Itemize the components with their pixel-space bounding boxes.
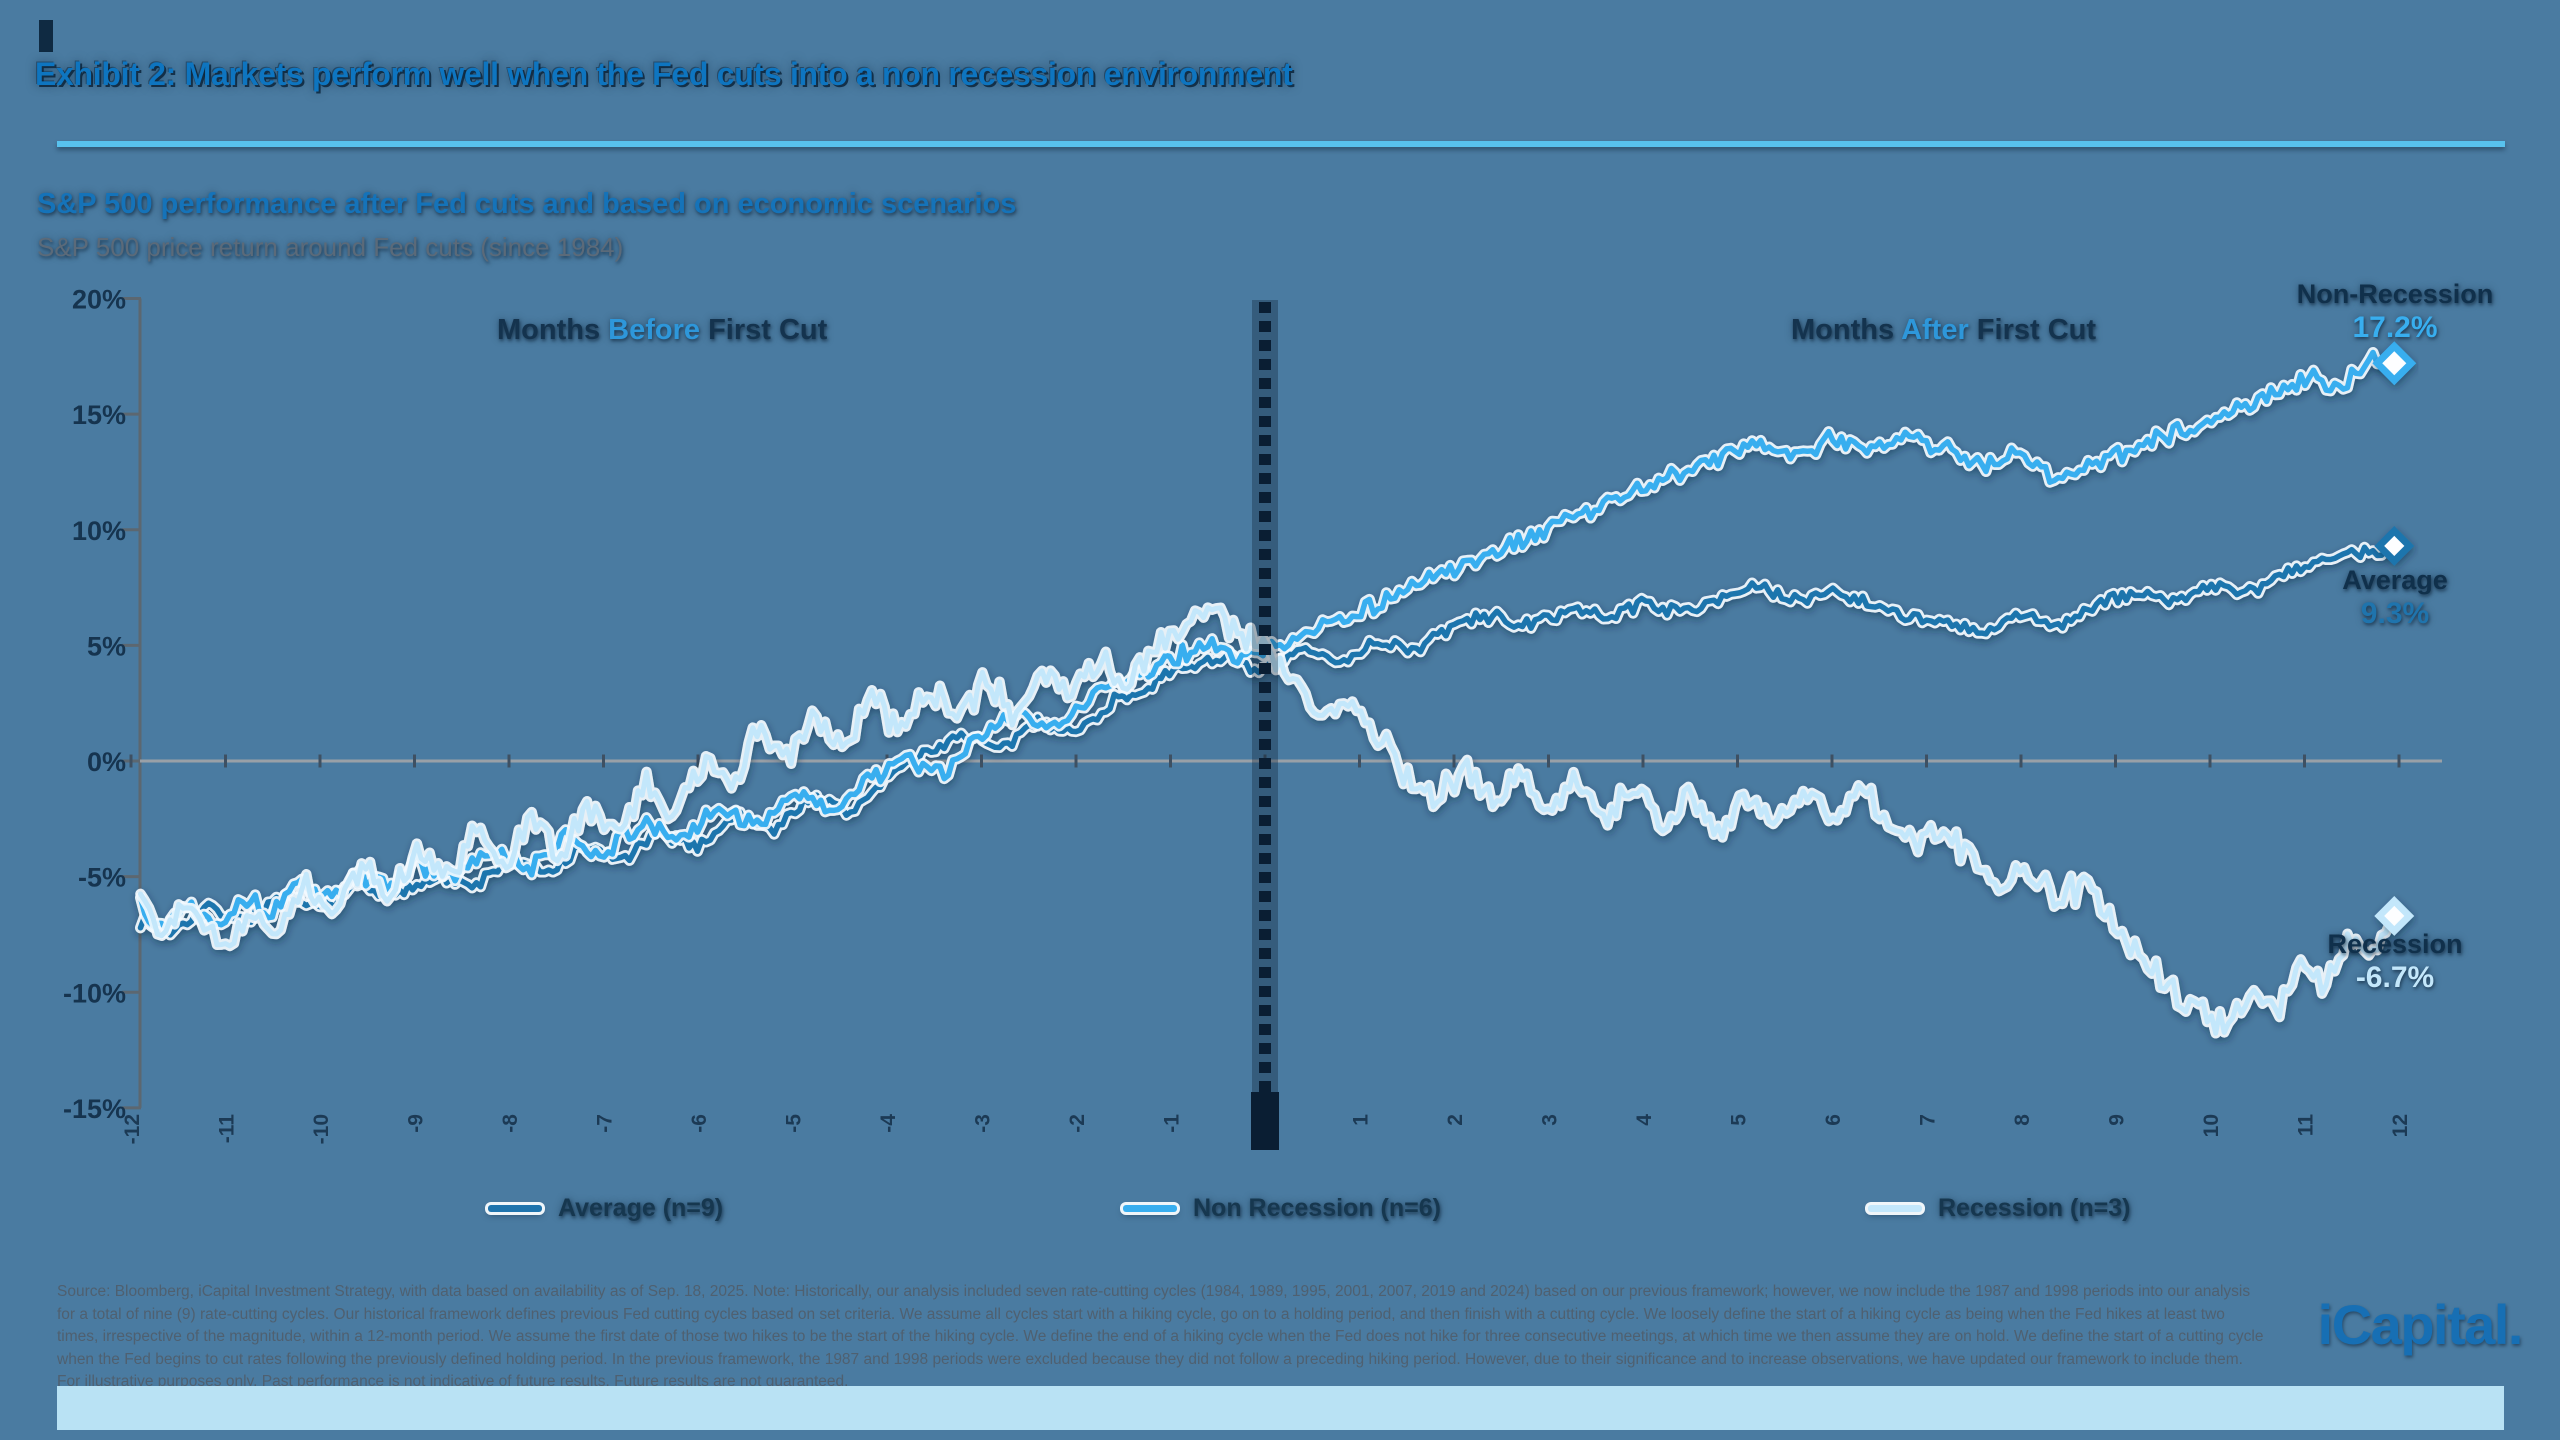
x-axis-label: 11 [2295,1114,2318,1137]
event-line-group [1251,300,1279,1150]
y-axis-label: 15% [72,400,126,430]
y-axis-label: 0% [87,747,126,777]
x-axis-label: 3 [1539,1114,1562,1126]
legend-label-recession: Recession (n=3) [1938,1194,2131,1222]
annotation-before-highlight: Before [608,314,701,346]
x-axis-label: -12 [121,1114,144,1144]
zero-line-tick [2397,754,2401,768]
legend-swatch-average-icon [488,1205,542,1212]
end-marker-non_recession-icon [2372,341,2417,386]
end-label-non-recession-value: 17.2% [2352,311,2438,344]
end-label-average-name: Average [2342,565,2448,595]
x-axis-label: -2 [1066,1114,1089,1133]
end-label-average-value: 9.3% [2360,597,2430,630]
zero-line-tick [1358,754,1361,768]
x-axis-label: -6 [688,1114,711,1133]
x-axis-label: -11 [216,1114,239,1144]
zero-line-tick [1736,754,1739,768]
legend-label-average: Average (n=9) [558,1194,724,1222]
zero-line-tick [129,754,133,768]
annotation-after-highlight: After [1901,314,1969,346]
x-axis-label: 8 [2011,1114,2034,1126]
zero-line-tick [602,754,605,768]
corner-mark [39,20,53,52]
zero-line-tick [1641,754,1645,768]
zero-line-tick [696,754,700,768]
chart-subtitle: S&P 500 performance after Fed cuts and b… [37,188,1017,220]
x-axis-label: -7 [594,1114,617,1133]
x-axis-label: -3 [972,1114,995,1133]
zero-line-tick [1547,754,1550,768]
y-axis-label: 10% [72,516,126,546]
event-line-base [1251,1092,1279,1150]
zero-line-tick [1074,754,1078,768]
legend-swatch-recession-icon [1868,1205,1922,1212]
legend-item-non-recession: Non Recession (n=6) [1123,1194,1441,1223]
end-label-average: Average 9.3% [2285,564,2505,630]
end-label-non-recession-name: Non-Recession [2296,279,2494,309]
x-axis-label: -8 [499,1114,522,1133]
zero-line-tick [2208,754,2212,768]
y-axis-label: 5% [87,631,126,661]
x-axis-label: -9 [405,1114,428,1133]
x-axis-label: 6 [1822,1114,1845,1126]
zero-line-tick [1169,754,1172,768]
y-axis-label: 20% [72,285,126,315]
footer-accent-bar [57,1386,2504,1430]
end-marker-recession-icon [2374,895,2415,936]
y-axis-label: -5% [78,863,126,893]
annotation-after-pre: Months [1791,314,1902,346]
zero-line-tick [1830,754,1834,768]
x-axis-label: 1 [1350,1114,1373,1126]
zero-line-tick [318,754,322,768]
x-axis-label: 5 [1728,1114,1751,1126]
page-title: Exhibit 2: Markets perform well when the… [35,56,1293,92]
zero-line-tick [413,754,416,768]
annotation-after-post: First Cut [1968,314,2097,346]
zero-line-tick [507,754,511,768]
legend-label-non-recession: Non Recession (n=6) [1193,1194,1441,1222]
end-label-non-recession: Non-Recession 17.2% [2285,278,2505,344]
zero-line-tick [224,754,227,768]
annotation-before-pre: Months [497,314,609,346]
zero-line-tick [1452,754,1456,768]
source-note: Source: Bloomberg, iCapital Investment S… [57,1283,2264,1390]
y-axis-label: -15% [63,1094,126,1124]
x-axis-label: -4 [877,1114,900,1133]
zero-line-tick [2303,754,2306,768]
x-axis-label: 12 [2389,1114,2412,1137]
x-axis-label: 9 [2106,1114,2129,1126]
title-divider [57,141,2505,147]
x-axis-label: -1 [1161,1114,1184,1133]
legend-swatch-non-recession-icon [1123,1205,1177,1212]
x-axis-label: -10 [310,1114,333,1144]
end-marker-average-icon [2374,525,2415,566]
annotation-before-post: First Cut [700,314,828,346]
end-label-recession-name: Recession [2327,929,2463,959]
x-axis-label: 4 [1633,1114,1656,1126]
zero-line-tick [2114,754,2117,768]
x-axis-label: 2 [1444,1114,1467,1126]
zero-line-tick [1925,754,1928,768]
annotation-months-after: Months After First Cut [1791,314,2096,347]
end-markers [2372,341,2417,936]
legend-item-average: Average (n=9) [488,1194,723,1223]
end-label-recession-value: -6.7% [2355,961,2435,994]
x-axis-label: -5 [783,1114,806,1133]
annotation-months-before: Months Before First Cut [497,314,827,347]
zero-line-tick [980,754,983,768]
x-axis-label: 7 [1917,1114,1940,1126]
x-axis-label: 10 [2200,1114,2223,1137]
legend-item-recession: Recession (n=3) [1868,1194,2130,1223]
chart-description: S&P 500 price return around Fed cuts (si… [37,232,624,262]
end-label-recession: Recession -6.7% [2285,928,2505,994]
y-axis-label: -10% [63,978,126,1008]
zero-line-tick [2019,754,2023,768]
icapital-logo: iCapital. [2317,1293,2524,1356]
